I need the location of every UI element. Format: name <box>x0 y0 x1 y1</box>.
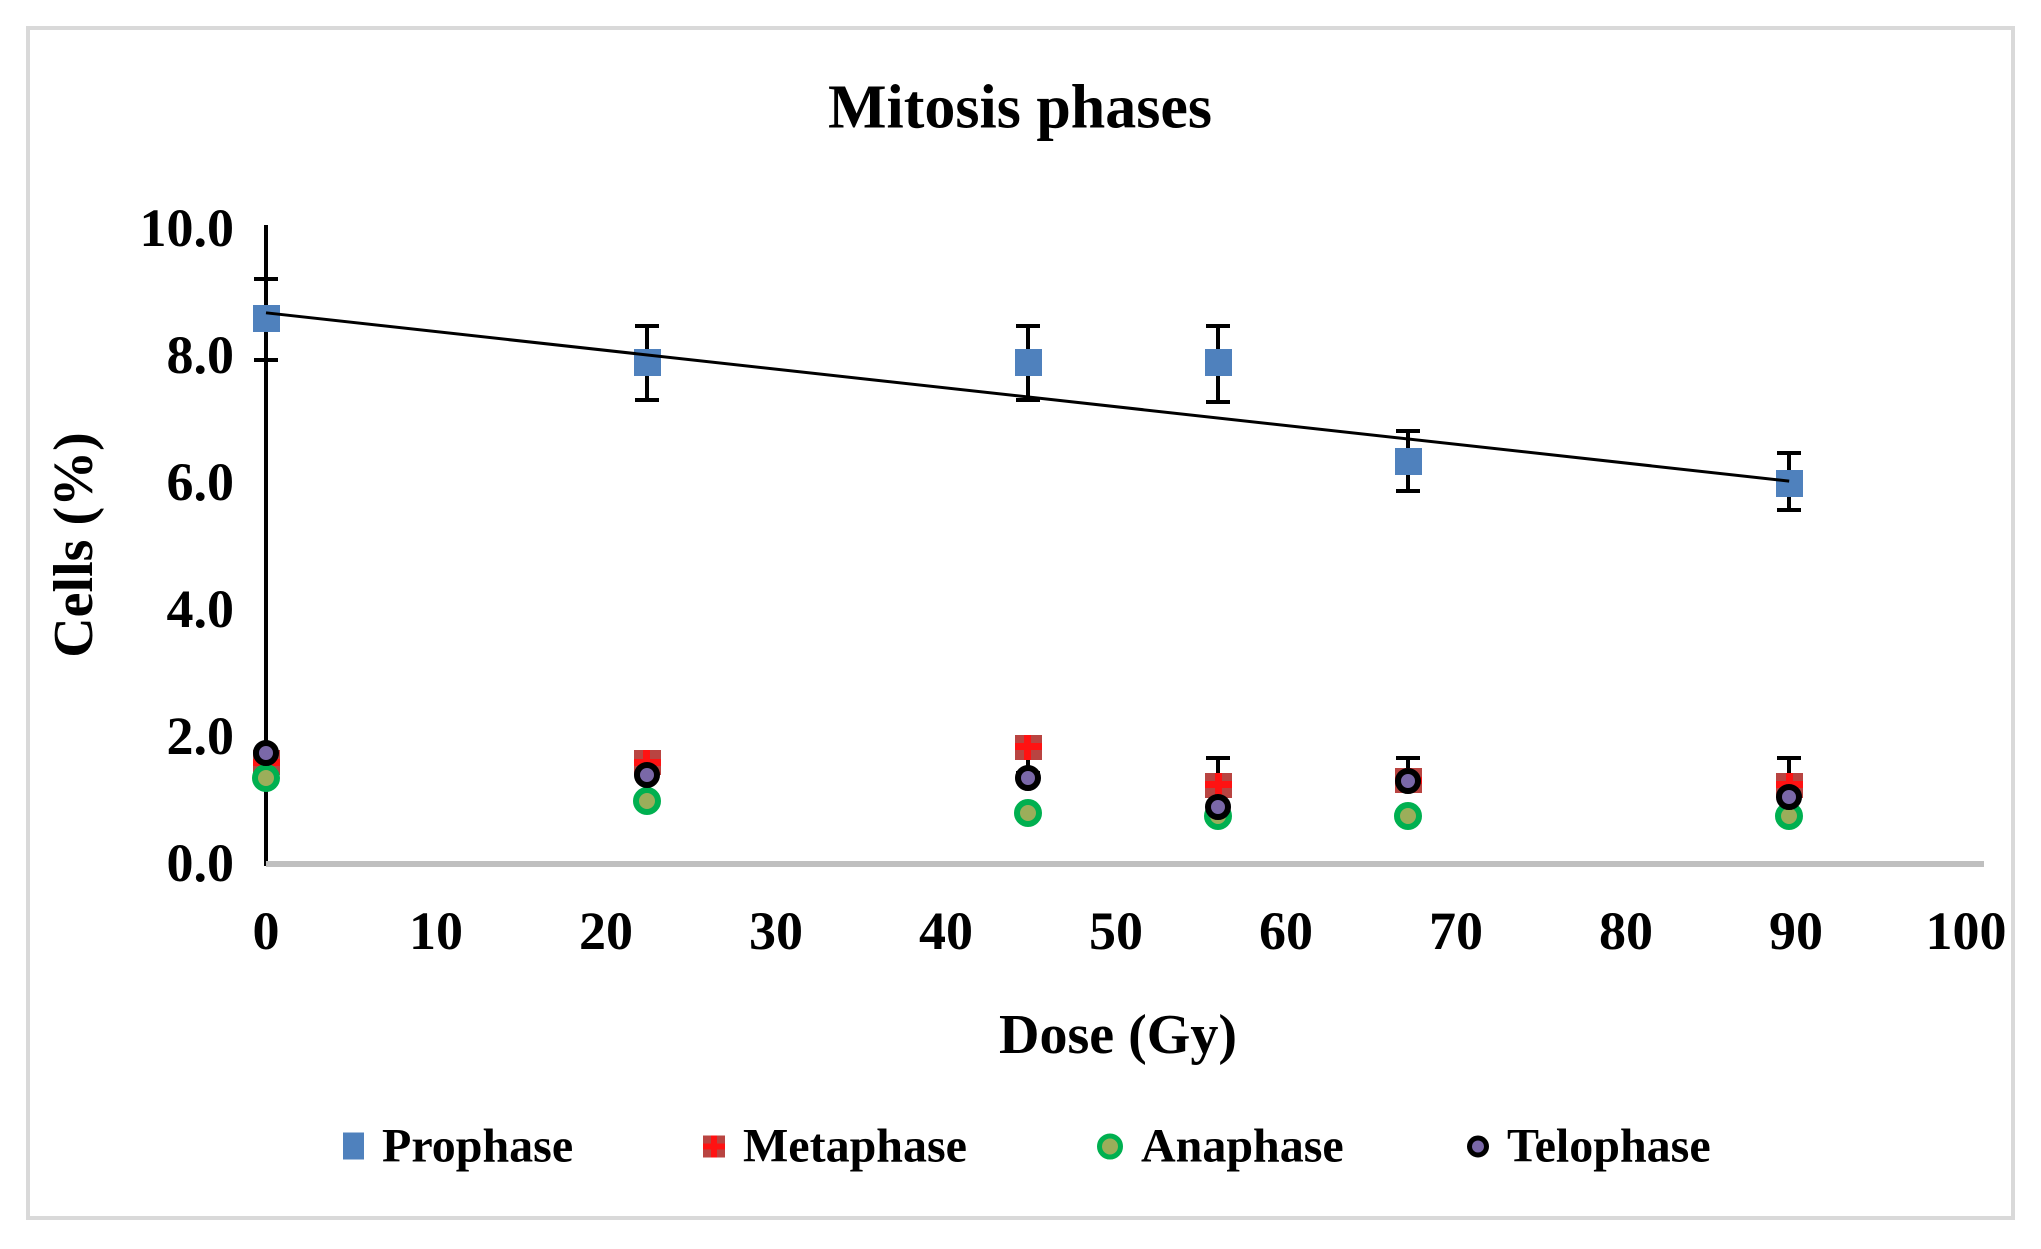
metaphase-marker-cross <box>1024 734 1032 760</box>
y-tick-label: 6.0 <box>166 452 235 512</box>
x-tick-label: 30 <box>749 901 803 961</box>
legend-item-anaphase: Anaphase <box>1097 1119 1344 1174</box>
telophase-marker <box>1205 793 1231 820</box>
y-tick-label: 8.0 <box>166 325 235 385</box>
prophase-error-cap-bottom <box>634 397 659 402</box>
x-tick-label: 10 <box>409 901 463 961</box>
metaphase-error-bar <box>1216 756 1220 788</box>
legend-label-metaphase: Metaphase <box>743 1119 967 1173</box>
metaphase-error-cap-top <box>1777 756 1802 761</box>
legend-item-telophase: Telophase <box>1467 1119 1711 1174</box>
telophase-marker <box>1014 765 1041 792</box>
legend-item-prophase: Prophase <box>343 1119 573 1174</box>
figure-border <box>26 26 2015 1220</box>
prophase-error-cap-top <box>1396 429 1421 434</box>
prophase-marker <box>1205 349 1232 377</box>
anaphase-marker <box>1013 799 1042 828</box>
y-tick-label: 10.0 <box>139 198 235 258</box>
legend-item-metaphase: Metaphase <box>703 1119 967 1174</box>
x-tick-label: 60 <box>1259 901 1313 961</box>
prophase-error-cap-bottom <box>254 358 278 363</box>
y-axis-line <box>264 225 268 866</box>
x-tick-label: 90 <box>1769 901 1823 961</box>
metaphase-marker <box>1014 734 1042 760</box>
anaphase-marker <box>632 786 661 815</box>
anaphase-marker <box>1394 802 1423 831</box>
x-axis-title: Dose (Gy) <box>999 1004 1237 1066</box>
chart-title: Mitosis phases <box>827 73 1213 142</box>
telophase-marker <box>253 739 279 766</box>
prophase-error-cap-top <box>254 276 278 281</box>
prophase-error-cap-top <box>1206 324 1230 329</box>
legend-marker-cross <box>711 1135 717 1157</box>
x-tick-label: 0 <box>252 901 280 961</box>
metaphase-error-bar <box>1787 756 1792 788</box>
x-tick-label: 100 <box>1925 901 2007 961</box>
x-tick-label: 50 <box>1089 901 1143 961</box>
legend-label-telophase: Telophase <box>1507 1119 1711 1173</box>
x-axis-line <box>266 861 1984 867</box>
x-tick-label: 70 <box>1429 901 1483 961</box>
prophase-marker <box>633 349 661 377</box>
prophase-error-cap-top <box>634 324 659 329</box>
prophase-error-cap-bottom <box>1396 488 1421 493</box>
prophase-error-cap-top <box>1777 451 1802 456</box>
x-tick-label: 40 <box>919 901 973 961</box>
legend-marker-anaphase <box>1097 1133 1123 1159</box>
metaphase-marker <box>1205 772 1232 798</box>
anaphase-marker <box>252 764 280 793</box>
prophase-error-cap-bottom <box>1206 399 1230 404</box>
legend-marker-prophase <box>343 1132 364 1160</box>
y-tick-label: 2.0 <box>166 706 235 766</box>
legend-label-prophase: Prophase <box>382 1119 574 1173</box>
prophase-error-cap-bottom <box>1015 397 1040 402</box>
metaphase-error-cap-top <box>1396 756 1421 761</box>
prophase-marker <box>1395 447 1423 475</box>
prophase-marker <box>1014 349 1042 377</box>
x-tick-label: 80 <box>1599 901 1653 961</box>
legend-marker-metaphase <box>703 1135 725 1157</box>
prophase-error-cap-bottom <box>1777 507 1802 512</box>
prophase-error-cap-top <box>1015 324 1040 329</box>
prophase-marker <box>253 304 280 332</box>
telophase-marker <box>633 762 660 789</box>
x-tick-label: 20 <box>579 901 633 961</box>
metaphase-marker-cross <box>1214 772 1222 798</box>
y-tick-label: 0.0 <box>166 833 235 893</box>
telophase-marker <box>1395 768 1422 795</box>
prophase-marker <box>1776 470 1804 497</box>
y-tick-label: 4.0 <box>166 579 235 639</box>
metaphase-error-cap-top <box>1206 756 1230 761</box>
telophase-marker <box>1776 784 1803 811</box>
legend-marker-telophase <box>1467 1135 1489 1157</box>
legend-label-anaphase: Anaphase <box>1141 1119 1344 1173</box>
